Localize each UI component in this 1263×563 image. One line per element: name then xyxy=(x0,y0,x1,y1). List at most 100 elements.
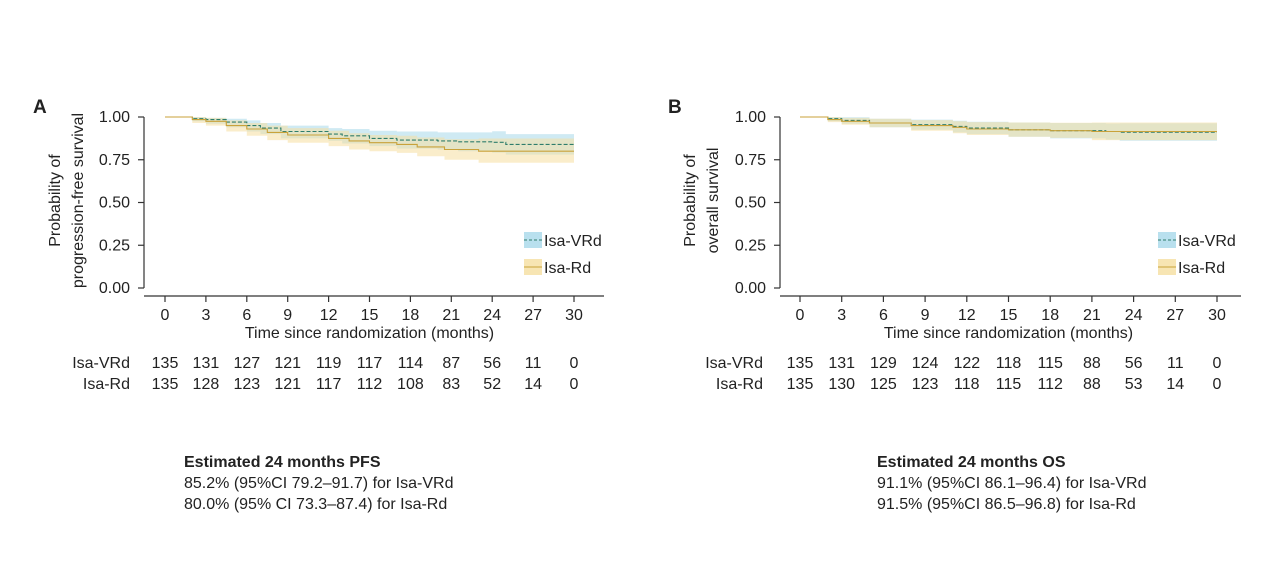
panel-a-x-tick-label: 18 xyxy=(402,307,420,324)
panel-b-ylabel-line: overall survival xyxy=(705,148,722,254)
panel-b-risk-count: 11 xyxy=(1167,355,1184,372)
panel-b-y-tick-label: 0.50 xyxy=(735,195,766,212)
panel-a-x-tick-label: 9 xyxy=(283,307,292,324)
panel-a-ylabel-line: Probability of xyxy=(47,154,64,247)
panel-a-risk-count: 117 xyxy=(316,376,342,393)
panel-b-chart: B Probability of overall survival 0.00 0.25 0… xyxy=(668,97,1241,393)
panel-b-risk-count: 129 xyxy=(870,355,897,372)
panel-a-risk-count: 112 xyxy=(357,376,383,393)
panel-a-risk-count: 131 xyxy=(193,355,220,372)
panel-b-x-tick-label: 21 xyxy=(1083,307,1101,324)
panel-a-risk-label-isa-rd: Isa-Rd xyxy=(83,376,130,393)
panel-b-risk-count: 131 xyxy=(828,355,855,372)
panel-b-x-tick-label: 3 xyxy=(837,307,846,324)
pfs-annotation-heading: Estimated 24 months PFS xyxy=(184,454,381,471)
panel-a-y-tick-label: 1.00 xyxy=(99,109,130,126)
panel-a-risk-count: 11 xyxy=(525,355,542,372)
panel-a-x-tick-label: 30 xyxy=(565,307,583,324)
panel-b-risk-count: 56 xyxy=(1125,355,1143,372)
panel-b-risk-count: 14 xyxy=(1166,376,1184,393)
panel-b-legend-label-isa-rd: Isa-Rd xyxy=(1178,260,1225,277)
panel-a-risk-count: 128 xyxy=(193,376,220,393)
panel-a-legend-label-isa-rd: Isa-Rd xyxy=(544,260,591,277)
panel-a-y-tick-label: 0.00 xyxy=(99,280,130,297)
panel-a-risk-count: 52 xyxy=(483,376,501,393)
panel-a-risk-count: 87 xyxy=(442,355,460,372)
panel-b-risk-count: 135 xyxy=(787,376,814,393)
panel-b-risk-label-isa-rd: Isa-Rd xyxy=(716,376,763,393)
panel-b-x-tick-label: 18 xyxy=(1041,307,1059,324)
panel-b-x-tick-label: 15 xyxy=(1000,307,1018,324)
panel-a-y-tick-label: 0.25 xyxy=(99,237,130,254)
pfs-annotation-line-isa-vrd: 85.2% (95%CI 79.2–91.7) for Isa-VRd xyxy=(184,475,454,492)
panel-a-x-tick-label: 15 xyxy=(361,307,379,324)
panel-a-risk-count: 119 xyxy=(316,355,342,372)
panel-a-legend-swatch-isa-vrd xyxy=(524,232,542,248)
panel-a-x-tick-label: 27 xyxy=(524,307,542,324)
panel-b-y-tick-label: 1.00 xyxy=(735,109,766,126)
panel-a-risk-count: 56 xyxy=(483,355,501,372)
panel-a-legend-label-isa-vrd: Isa-VRd xyxy=(544,233,602,250)
panel-b-risk-count: 88 xyxy=(1083,376,1101,393)
panel-b-risk-count: 124 xyxy=(912,355,939,372)
panel-a-risk-count: 121 xyxy=(274,355,301,372)
pfs-annotation: Estimated 24 months PFS 85.2% (95%CI 79.… xyxy=(184,452,453,515)
os-annotation: Estimated 24 months OS 91.1% (95%CI 86.1… xyxy=(877,452,1146,515)
panel-a-risk-count: 108 xyxy=(397,376,424,393)
panel-a-x-tick-label: 24 xyxy=(483,307,501,324)
panel-b-x-tick-label: 27 xyxy=(1166,307,1184,324)
panel-b-ylabel-line: Probability of xyxy=(682,154,699,247)
panel-b-risk-count: 123 xyxy=(912,376,939,393)
panel-a-x-tick-label: 3 xyxy=(201,307,210,324)
panel-a-risk-count: 135 xyxy=(152,376,179,393)
panel-b-x-tick-label: 24 xyxy=(1125,307,1143,324)
panel-a-x-tick-label: 0 xyxy=(161,307,170,324)
panel-b-risk-count: 112 xyxy=(1037,376,1063,393)
os-annotation-line-isa-vrd: 91.1% (95%CI 86.1–96.4) for Isa-VRd xyxy=(877,475,1147,492)
panel-a-letter: A xyxy=(33,97,47,118)
panel-a-risk-count: 83 xyxy=(442,376,460,393)
panel-b-risk-count: 115 xyxy=(1037,355,1063,372)
panel-a-risk-count: 123 xyxy=(233,376,260,393)
panel-b-y-tick-label: 0.25 xyxy=(735,237,766,254)
panel-b-risk-count: 118 xyxy=(996,355,1022,372)
panel-b-risk-count: 115 xyxy=(996,376,1022,393)
panel-a-ci-band-isa-rd xyxy=(165,117,574,163)
pfs-annotation-line-isa-rd: 80.0% (95% CI 73.3–87.4) for Isa-Rd xyxy=(184,496,448,513)
panel-a-y-tick-label: 0.75 xyxy=(99,152,130,169)
panel-b-risk-count: 88 xyxy=(1083,355,1101,372)
os-annotation-heading: Estimated 24 months OS xyxy=(877,454,1066,471)
panel-b-x-tick-label: 9 xyxy=(921,307,930,324)
panel-b-y-tick-label: 0.75 xyxy=(735,152,766,169)
panel-b-risk-count: 135 xyxy=(787,355,814,372)
panel-b-legend-swatch-isa-vrd xyxy=(1158,232,1176,248)
panel-a-risk-count: 114 xyxy=(398,355,424,372)
panel-b-risk-count: 122 xyxy=(953,355,980,372)
os-annotation-line-isa-rd: 91.5% (95%CI 86.5–96.8) for Isa-Rd xyxy=(877,496,1136,513)
panel-b-xlabel: Time since randomization (months) xyxy=(884,325,1133,342)
panel-b-legend-label-isa-vrd: Isa-VRd xyxy=(1178,233,1236,250)
panel-a-risk-count: 135 xyxy=(152,355,179,372)
panel-a-x-tick-label: 6 xyxy=(242,307,251,324)
panel-a-km-line-isa-vrd xyxy=(165,116,574,145)
panel-a-risk-count: 0 xyxy=(570,376,579,393)
panel-a-xlabel: Time since randomization (months) xyxy=(245,325,494,342)
panel-a-x-tick-label: 21 xyxy=(442,307,460,324)
panel-b-x-tick-label: 0 xyxy=(796,307,805,324)
panel-b-risk-count: 0 xyxy=(1213,376,1222,393)
panel-a-km-line-isa-rd xyxy=(165,116,574,152)
panel-a-risk-count: 14 xyxy=(524,376,542,393)
panel-a-y-tick-label: 0.50 xyxy=(99,195,130,212)
panel-b-risk-count: 53 xyxy=(1125,376,1143,393)
panel-b-km-line-isa-rd xyxy=(800,116,1217,133)
panel-b-risk-label-isa-vrd: Isa-VRd xyxy=(705,355,763,372)
panel-b-letter: B xyxy=(668,97,682,118)
panel-a-risk-count: 0 xyxy=(570,355,579,372)
panel-b-risk-count: 0 xyxy=(1213,355,1222,372)
panel-a-ylabel-line: progression-free survival xyxy=(70,113,87,288)
panel-b-risk-count: 118 xyxy=(954,376,980,393)
panel-b-x-tick-label: 6 xyxy=(879,307,888,324)
panel-b-x-tick-label: 30 xyxy=(1208,307,1226,324)
panel-b-risk-count: 130 xyxy=(828,376,855,393)
